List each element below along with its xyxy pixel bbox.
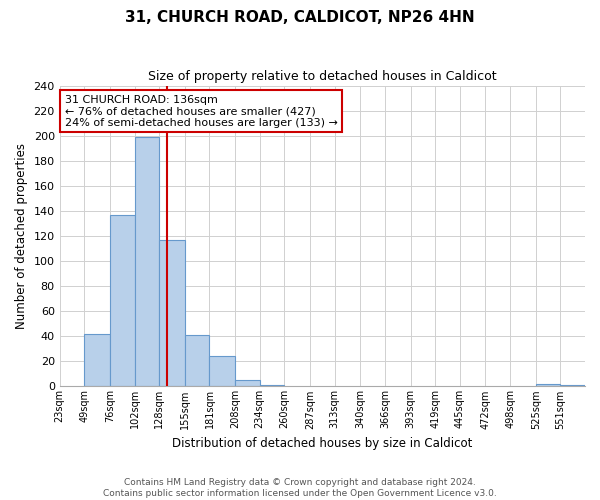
Bar (110, 214, 134, 386)
Title: Size of property relative to detached houses in Caldicot: Size of property relative to detached ho… (148, 70, 497, 83)
Bar (159, 240, 185, 386)
Text: 31 CHURCH ROAD: 136sqm
← 76% of detached houses are smaller (427)
24% of semi-de: 31 CHURCH ROAD: 136sqm ← 76% of detached… (65, 94, 338, 128)
Bar (85, 334, 110, 386)
Text: Contains HM Land Registry data © Crown copyright and database right 2024.
Contai: Contains HM Land Registry data © Crown c… (103, 478, 497, 498)
Bar (185, 335, 209, 386)
X-axis label: Distribution of detached houses by size in Caldicot: Distribution of detached houses by size … (172, 437, 473, 450)
Bar (134, 137, 159, 386)
Bar (536, 384, 560, 386)
Bar (560, 385, 585, 386)
Bar (260, 385, 284, 386)
Text: 31, CHURCH ROAD, CALDICOT, NP26 4HN: 31, CHURCH ROAD, CALDICOT, NP26 4HN (125, 10, 475, 25)
Bar (209, 356, 235, 386)
Y-axis label: Number of detached properties: Number of detached properties (15, 143, 28, 329)
Bar (235, 380, 260, 386)
